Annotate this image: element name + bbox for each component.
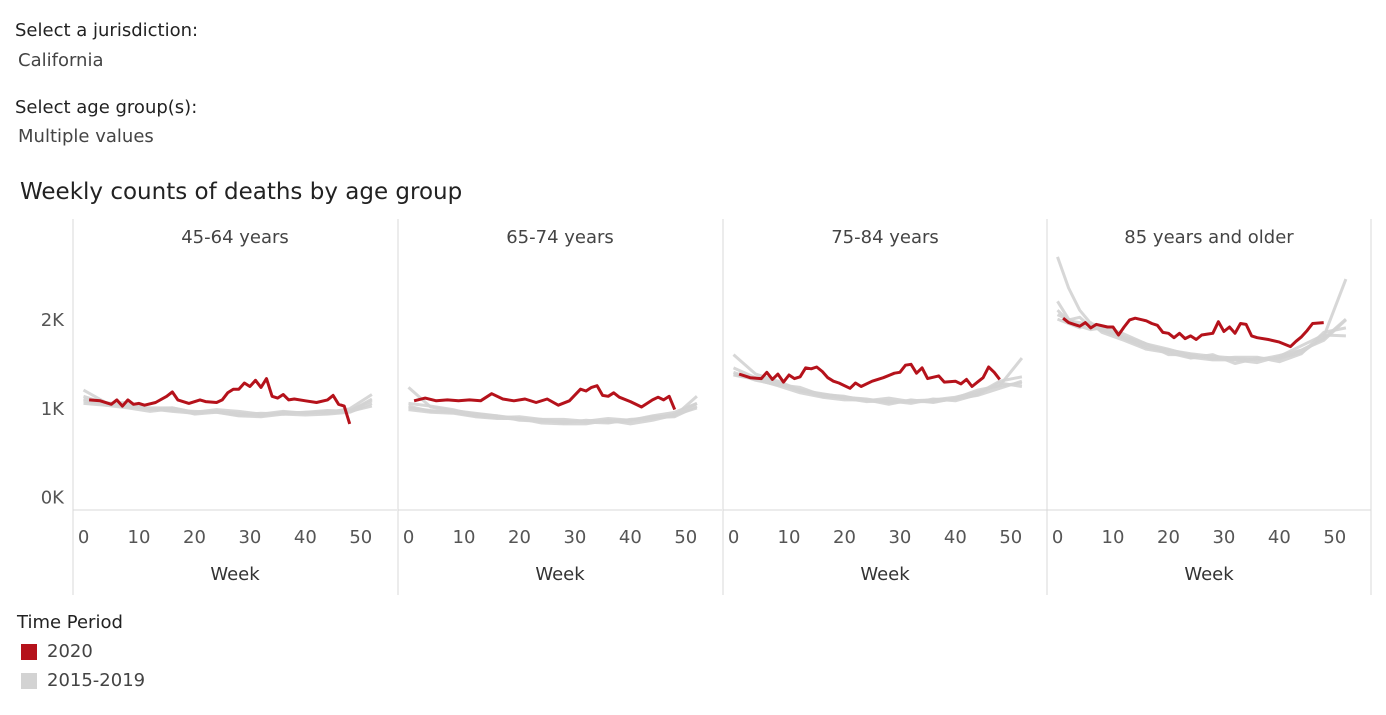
series-line-2020[interactable] <box>413 384 677 411</box>
x-tick-label: 30 <box>238 527 261 548</box>
series-line-2020[interactable] <box>738 362 1001 390</box>
x-tick-label: 20 <box>833 527 856 548</box>
x-tick-label: 0 <box>78 527 89 548</box>
x-tick-label: 20 <box>183 527 206 548</box>
jurisdiction-filter-label: Select a jurisdiction: <box>15 20 199 41</box>
x-tick-label: 50 <box>674 527 697 548</box>
series-line-2015-2019[interactable] <box>1056 300 1347 362</box>
series-line-2015-2019[interactable] <box>733 372 1023 404</box>
chart-panel: 45-64 years 0 10 20 30 40 50 Week <box>72 219 397 595</box>
x-tick-label: 40 <box>619 527 642 548</box>
age-group-filter-value[interactable]: Multiple values <box>18 126 154 147</box>
series-line-2015-2019[interactable] <box>1056 317 1347 365</box>
panel-title: 75-84 years <box>831 227 939 248</box>
legend-swatch-2020 <box>21 643 37 660</box>
x-tick-label: 30 <box>1212 527 1235 548</box>
series-line-2015-2019[interactable] <box>408 404 698 425</box>
x-axis-title: Week <box>210 564 260 585</box>
series-line-2020[interactable] <box>88 377 352 425</box>
x-tick-label: 0 <box>403 527 414 548</box>
x-axis-title: Week <box>535 564 585 585</box>
legend-label-2020: 2020 <box>47 641 93 662</box>
panel-title: 45-64 years <box>181 227 289 248</box>
x-tick-label: 0 <box>728 527 739 548</box>
series-line-2020[interactable] <box>1062 316 1324 349</box>
legend-title: Time Period <box>17 612 123 633</box>
x-tick-label: 40 <box>294 527 317 548</box>
x-axis-title: Week <box>1184 564 1234 585</box>
x-tick-label: 40 <box>944 527 967 548</box>
y-tick-label: 2K <box>41 310 65 331</box>
x-tick-label: 10 <box>1102 527 1125 548</box>
x-tick-label: 50 <box>1323 527 1346 548</box>
legend-label-2015-2019: 2015-2019 <box>47 670 146 691</box>
x-tick-label: 10 <box>128 527 151 548</box>
x-tick-label: 20 <box>508 527 531 548</box>
x-tick-label: 10 <box>778 527 801 548</box>
x-tick-label: 20 <box>1157 527 1180 548</box>
panel-title: 65-74 years <box>506 227 614 248</box>
legend-swatch-2015-2019 <box>21 672 37 689</box>
age-group-filter-label: Select age group(s): <box>15 97 198 118</box>
series-line-2015-2019[interactable] <box>83 399 373 417</box>
chart-panel: 65-74 years 0 10 20 30 40 50 Week <box>397 219 722 595</box>
y-tick-label: 1K <box>41 399 65 420</box>
chart-title: Weekly counts of deaths by age group <box>20 179 463 205</box>
panel-title: 85 years and older <box>1124 227 1294 248</box>
x-tick-label: 30 <box>563 527 586 548</box>
x-axis-title: Week <box>860 564 910 585</box>
legend-item-2015-2019[interactable]: 2015-2019 <box>21 670 145 691</box>
x-tick-label: 40 <box>1268 527 1291 548</box>
x-tick-label: 10 <box>453 527 476 548</box>
chart-panel: 85 years and older 0 10 20 30 40 50 Week <box>1046 219 1372 595</box>
x-tick-label: 0 <box>1052 527 1063 548</box>
x-tick-label: 30 <box>888 527 911 548</box>
legend-item-2020[interactable]: 2020 <box>21 641 93 662</box>
jurisdiction-filter-value[interactable]: California <box>18 50 104 71</box>
chart-panel: 75-84 years 0 10 20 30 40 50 Week <box>722 219 1047 595</box>
x-tick-label: 50 <box>999 527 1022 548</box>
x-tick-label: 50 <box>349 527 372 548</box>
y-tick-label: 0K <box>41 488 65 509</box>
